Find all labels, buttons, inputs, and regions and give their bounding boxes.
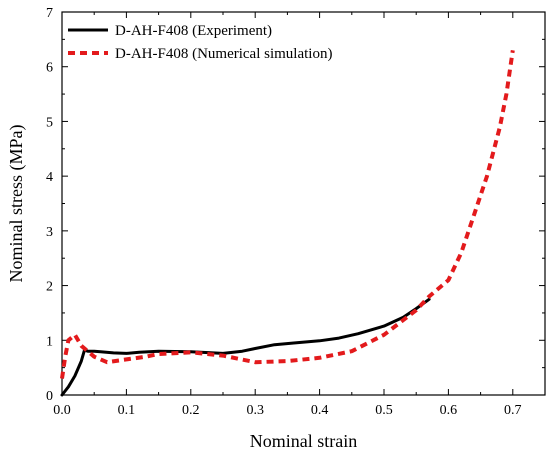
y-axis-title: Nominal stress (MPa) xyxy=(6,125,27,283)
y-tick-label: 6 xyxy=(46,61,53,76)
x-tick-label: 0.0 xyxy=(53,403,71,418)
x-tick-label: 0.2 xyxy=(182,403,200,418)
x-tick-label: 0.4 xyxy=(311,403,329,418)
x-tick-label: 0.7 xyxy=(504,403,522,418)
x-tick-label: 0.5 xyxy=(375,403,393,418)
y-tick-label: 1 xyxy=(46,334,53,349)
y-tick-label: 4 xyxy=(46,170,53,185)
x-tick-label: 0.6 xyxy=(440,403,458,418)
y-tick-label: 7 xyxy=(46,6,53,21)
y-tick-label: 0 xyxy=(46,389,53,404)
y-tick-label: 2 xyxy=(46,280,53,295)
legend-experiment-label: D-AH-F408 (Experiment) xyxy=(115,23,272,39)
simulation-series-line xyxy=(60,50,515,379)
plot-area-frame xyxy=(61,11,546,396)
y-tick-label: 3 xyxy=(46,225,53,240)
x-tick-label: 0.3 xyxy=(246,403,264,418)
x-axis-title: Nominal strain xyxy=(250,431,357,451)
x-tick-label: 0.1 xyxy=(118,403,136,418)
legend-simulation-label: D-AH-F408 (Numerical simulation) xyxy=(115,46,332,62)
y-tick-label: 5 xyxy=(46,115,53,130)
